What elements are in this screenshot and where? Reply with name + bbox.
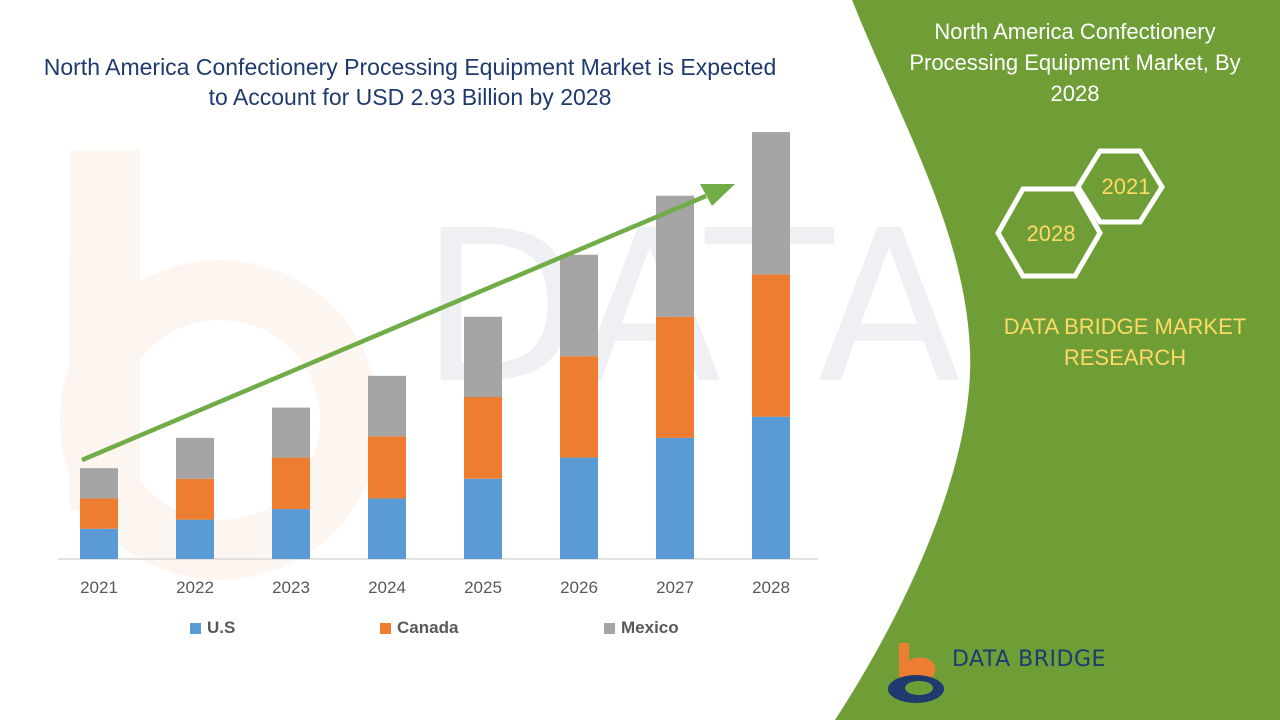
bar-canada-2028	[752, 274, 790, 417]
bar-us-2026	[560, 457, 598, 559]
legend-item-canada: Canada	[380, 617, 458, 639]
legend-label-canada: Canada	[397, 618, 459, 637]
bar-mexico-2025	[464, 316, 502, 398]
legend-swatch-canada	[380, 622, 391, 634]
x-tick-label-2028: 2028	[752, 578, 790, 597]
x-tick-label-2021: 2021	[80, 578, 118, 597]
bar-us-2025	[464, 478, 502, 559]
x-tick-label-2022: 2022	[176, 578, 214, 597]
hexagon-2028-label: 2028	[1027, 221, 1076, 246]
hexagon-2021	[1075, 148, 1165, 225]
bar-us-2024	[368, 498, 406, 559]
bar-canada-2027	[656, 316, 694, 438]
data-bridge-logo-icon	[888, 643, 944, 703]
bar-mexico-2024	[368, 375, 406, 437]
bar-canada-2022	[176, 478, 214, 520]
legend-item-us: U.S	[190, 617, 235, 639]
bar-us-2022	[176, 519, 214, 559]
bar-us-2023	[272, 509, 310, 559]
brand-name: DATA BRIDGE MARKET RESEARCH	[1003, 314, 1247, 370]
bar-mexico-2022	[176, 437, 214, 479]
hexagon-2028	[995, 186, 1103, 279]
bar-canada-2023	[272, 457, 310, 510]
bar-mexico-2028	[752, 132, 790, 275]
x-tick-label-2024: 2024	[368, 578, 406, 597]
tick-labels: 2021 2022 2023 2024 2025 2026 2027 2028	[80, 578, 790, 597]
side-panel-title: North America Confectionery Processing E…	[909, 19, 1241, 106]
bar-canada-2025	[464, 397, 502, 479]
legend-swatch-mexico	[604, 622, 615, 634]
x-tick-label-2027: 2027	[656, 578, 694, 597]
side-panel	[835, 0, 1280, 720]
x-tick-label-2026: 2026	[560, 578, 598, 597]
bar-mexico-2026	[560, 254, 598, 357]
bar-us-2028	[752, 416, 790, 559]
bar-canada-2021	[80, 498, 118, 529]
x-tick-label-2025: 2025	[464, 578, 502, 597]
logo-text: DATA BRIDGE	[952, 647, 1106, 672]
legend-label-mexico: Mexico	[621, 618, 679, 637]
legend-swatch-us	[190, 622, 201, 634]
bars-layer	[80, 132, 790, 559]
bar-us-2027	[656, 437, 694, 559]
legend-label-us: U.S	[207, 618, 236, 637]
bar-us-2021	[80, 528, 118, 559]
bar-canada-2026	[560, 356, 598, 458]
trend-arrow	[81, 184, 735, 463]
hexagon-2021-label: 2021	[1102, 174, 1151, 199]
bar-mexico-2021	[80, 468, 118, 499]
bar-canada-2024	[368, 436, 406, 499]
bar-mexico-2023	[272, 407, 310, 458]
legend-item-mexico: Mexico	[604, 617, 679, 639]
x-tick-label-2023: 2023	[272, 578, 310, 597]
page-title: North America Confectionery Processing E…	[43, 54, 777, 110]
